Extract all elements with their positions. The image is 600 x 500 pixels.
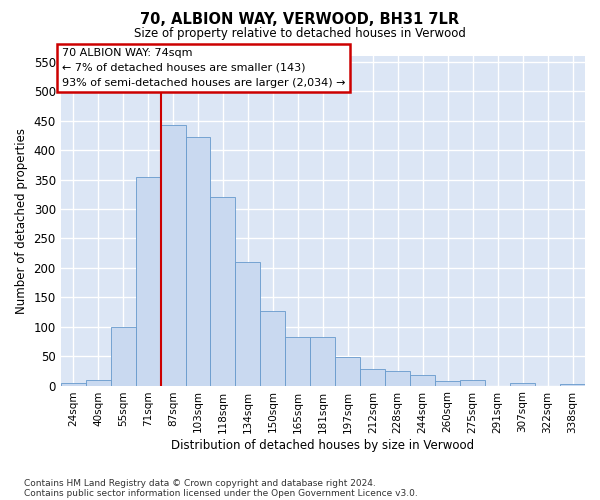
Text: Contains public sector information licensed under the Open Government Licence v3: Contains public sector information licen… xyxy=(24,488,418,498)
Bar xyxy=(185,138,211,386)
Bar xyxy=(235,262,260,386)
Bar xyxy=(410,375,435,386)
Bar xyxy=(161,125,185,386)
Text: 70 ALBION WAY: 74sqm
← 7% of detached houses are smaller (143)
93% of semi-detac: 70 ALBION WAY: 74sqm ← 7% of detached ho… xyxy=(62,48,346,88)
Bar xyxy=(435,382,460,386)
Bar xyxy=(286,338,310,386)
Bar xyxy=(260,311,286,386)
Bar xyxy=(110,326,136,386)
Bar xyxy=(61,382,86,386)
Bar xyxy=(86,380,110,386)
Bar xyxy=(385,371,410,386)
Y-axis label: Number of detached properties: Number of detached properties xyxy=(15,128,28,314)
Text: Size of property relative to detached houses in Verwood: Size of property relative to detached ho… xyxy=(134,28,466,40)
Bar xyxy=(335,358,360,386)
Bar xyxy=(211,198,235,386)
Bar xyxy=(510,383,535,386)
Text: Contains HM Land Registry data © Crown copyright and database right 2024.: Contains HM Land Registry data © Crown c… xyxy=(24,478,376,488)
Bar xyxy=(360,369,385,386)
Bar xyxy=(136,176,161,386)
Bar xyxy=(560,384,585,386)
Bar xyxy=(310,338,335,386)
X-axis label: Distribution of detached houses by size in Verwood: Distribution of detached houses by size … xyxy=(171,440,475,452)
Text: 70, ALBION WAY, VERWOOD, BH31 7LR: 70, ALBION WAY, VERWOOD, BH31 7LR xyxy=(140,12,460,28)
Bar xyxy=(460,380,485,386)
